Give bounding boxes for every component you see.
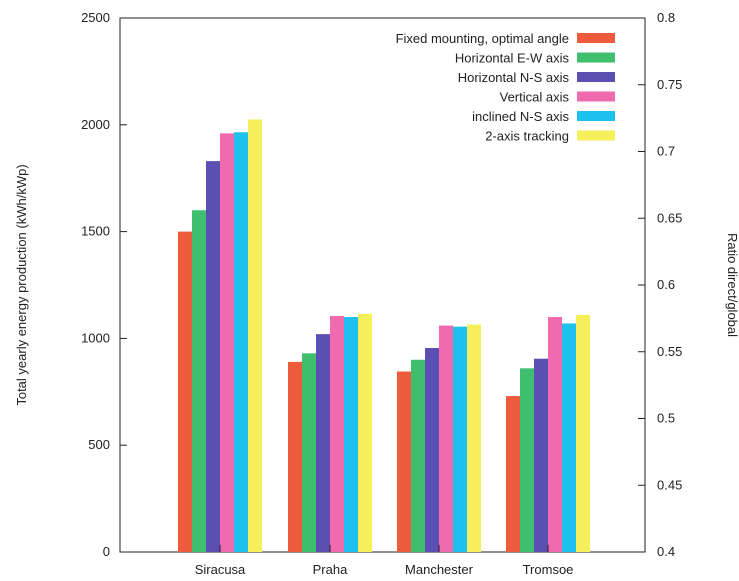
x-tick-label: Tromsoe: [523, 562, 574, 577]
y-tick-label: 1500: [81, 224, 110, 239]
y2-tick-label: 0.5: [657, 411, 675, 426]
bar: [534, 358, 548, 552]
bar: [397, 371, 411, 552]
legend-swatch: [577, 130, 615, 141]
bars: [178, 119, 590, 553]
legend-swatch: [577, 72, 615, 82]
bar: [548, 317, 562, 552]
legend-label: 2-axis tracking: [485, 129, 569, 144]
x-axis-labels: Siracusa Praha Manchester Tromsoe: [195, 545, 574, 577]
bar: [206, 161, 220, 552]
bar: [520, 368, 534, 552]
bar: [288, 361, 302, 552]
legend-label: Horizontal N-S axis: [458, 70, 570, 85]
y2-tick-label: 0.7: [657, 144, 675, 159]
y2-tick-label: 0.75: [657, 77, 682, 92]
x-tick-label: Manchester: [405, 562, 474, 577]
bar: [234, 132, 248, 552]
legend-swatch: [577, 52, 615, 63]
y2-tick-label: 0.4: [657, 544, 675, 559]
bar: [192, 210, 206, 553]
bar: [425, 348, 439, 552]
bar: [562, 323, 576, 552]
bar: [220, 133, 234, 552]
y-tick-label: 0: [103, 544, 110, 559]
left-axis: 0 500 1000 1500 2000 2500: [81, 10, 127, 559]
bar: [248, 119, 262, 553]
y-tick-label: 2000: [81, 117, 110, 132]
y2-tick-label: 0.55: [657, 344, 682, 359]
bar: [467, 324, 481, 552]
legend: Fixed mounting, optimal angle Horizontal …: [396, 31, 615, 144]
legend-label: Fixed mounting, optimal angle: [396, 31, 569, 46]
y-tick-label: 2500: [81, 10, 110, 25]
bar: [344, 317, 358, 552]
legend-swatch: [577, 91, 615, 102]
bar: [506, 396, 520, 552]
y-tick-label: 500: [88, 437, 110, 452]
bar: [439, 325, 453, 552]
y-axis-title: Total yearly energy production (kWh/kWp): [14, 164, 29, 405]
legend-swatch: [577, 111, 615, 121]
x-tick-label: Praha: [313, 562, 348, 577]
y2-tick-label: 0.8: [657, 10, 675, 25]
bar: [316, 334, 330, 552]
bar: [178, 231, 192, 552]
y2-axis-title: Ratio direct/global: [725, 233, 739, 337]
bar: [453, 326, 467, 552]
y2-tick-label: 0.65: [657, 210, 682, 225]
legend-label: Vertical axis: [500, 90, 570, 105]
bar: [302, 353, 316, 552]
bar: [411, 359, 425, 552]
y2-tick-label: 0.6: [657, 277, 675, 292]
x-tick-label: Siracusa: [195, 562, 246, 577]
legend-label: inclined N-S axis: [472, 109, 569, 124]
y2-tick-label: 0.45: [657, 477, 682, 492]
y-tick-label: 1000: [81, 330, 110, 345]
right-axis: 0.4 0.45 0.5 0.55 0.6 0.65 0.7 0.75 0.8: [638, 10, 682, 559]
legend-swatch: [577, 33, 615, 43]
legend-label: Horizontal E-W axis: [455, 51, 570, 66]
bar: [576, 314, 590, 552]
bar: [330, 315, 344, 552]
bar: [358, 313, 372, 552]
